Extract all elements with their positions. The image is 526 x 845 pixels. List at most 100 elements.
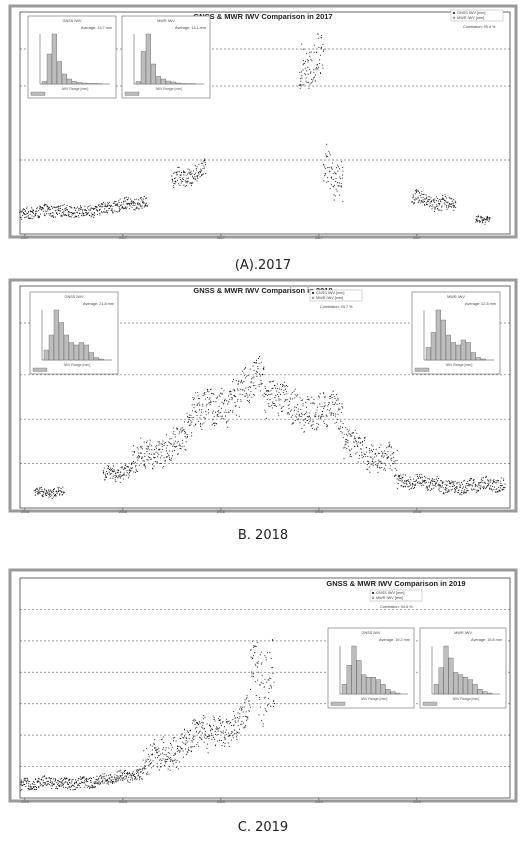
data-point	[238, 380, 240, 382]
data-point	[155, 447, 157, 449]
data-point	[262, 394, 264, 396]
data-point	[186, 178, 188, 180]
data-point	[419, 475, 421, 477]
data-point	[94, 782, 96, 784]
data-point	[337, 170, 339, 172]
data-point	[180, 180, 182, 182]
data-point	[329, 408, 332, 410]
data-point	[201, 174, 203, 176]
data-point	[198, 173, 200, 175]
data-point	[407, 479, 409, 481]
data-point	[24, 210, 26, 212]
data-point	[231, 730, 233, 732]
data-point	[292, 414, 294, 416]
data-point	[492, 480, 494, 482]
data-point	[410, 484, 412, 486]
data-point	[329, 171, 331, 173]
data-point	[300, 412, 302, 414]
data-point	[203, 727, 206, 729]
data-point	[422, 479, 424, 481]
inset-average: Average: 19.8 mm	[471, 638, 502, 642]
data-point	[85, 781, 87, 783]
data-point	[244, 395, 246, 398]
data-point	[109, 780, 111, 782]
data-point	[365, 447, 368, 449]
data-point	[56, 490, 58, 493]
data-point	[322, 406, 324, 408]
data-point	[218, 412, 220, 414]
data-point	[226, 411, 228, 413]
data-point	[179, 447, 181, 450]
data-point	[146, 448, 148, 450]
data-point	[330, 414, 332, 416]
data-point	[186, 434, 188, 436]
data-point	[432, 204, 434, 206]
data-point	[34, 494, 36, 496]
data-point	[347, 440, 349, 442]
data-point	[208, 735, 210, 738]
data-point	[238, 732, 240, 734]
data-point	[121, 777, 123, 779]
data-point	[36, 781, 38, 784]
data-point	[272, 401, 274, 403]
data-point	[160, 739, 162, 741]
data-point	[476, 220, 478, 222]
data-point	[259, 706, 261, 708]
data-point	[445, 206, 448, 208]
data-point	[449, 482, 451, 484]
data-point	[181, 733, 183, 735]
data-point	[124, 207, 126, 209]
data-point	[274, 404, 276, 406]
data-point	[74, 789, 76, 791]
data-point	[166, 755, 168, 758]
data-point	[94, 785, 96, 788]
data-point	[404, 474, 406, 476]
data-point	[200, 170, 202, 172]
data-point	[263, 697, 265, 699]
data-point	[439, 203, 441, 205]
data-point	[345, 439, 347, 441]
data-point	[139, 768, 141, 770]
data-point	[263, 366, 265, 368]
data-point	[324, 402, 326, 404]
data-point	[43, 205, 45, 207]
data-point	[294, 394, 296, 396]
data-point	[120, 771, 122, 773]
data-point	[151, 449, 153, 451]
data-point	[331, 176, 333, 178]
data-point	[401, 478, 403, 480]
data-point	[390, 446, 392, 448]
data-point	[168, 442, 171, 444]
data-point	[133, 209, 135, 211]
data-point	[323, 180, 325, 182]
data-point	[314, 415, 316, 417]
data-point	[310, 402, 312, 404]
data-point	[262, 725, 264, 727]
data-point	[417, 477, 419, 479]
data-point	[22, 781, 24, 783]
data-point	[131, 777, 133, 779]
data-point	[500, 485, 502, 487]
data-point	[336, 394, 338, 396]
data-point	[169, 443, 172, 445]
data-point	[68, 782, 71, 784]
data-point	[310, 72, 312, 74]
data-point	[358, 437, 360, 439]
data-point	[403, 482, 405, 484]
data-point	[39, 208, 41, 210]
inset-x-label: IWV Range [mm]	[156, 87, 183, 91]
data-point	[197, 171, 200, 173]
data-point	[94, 213, 96, 215]
data-point	[483, 486, 485, 488]
data-point	[270, 678, 272, 680]
data-point	[121, 466, 123, 468]
data-point	[456, 485, 458, 488]
data-point	[138, 204, 140, 206]
data-point	[302, 405, 304, 407]
data-point	[235, 717, 237, 719]
histogram-bar	[465, 342, 471, 361]
data-point	[423, 481, 426, 483]
data-point	[267, 652, 269, 654]
data-point	[39, 783, 41, 785]
